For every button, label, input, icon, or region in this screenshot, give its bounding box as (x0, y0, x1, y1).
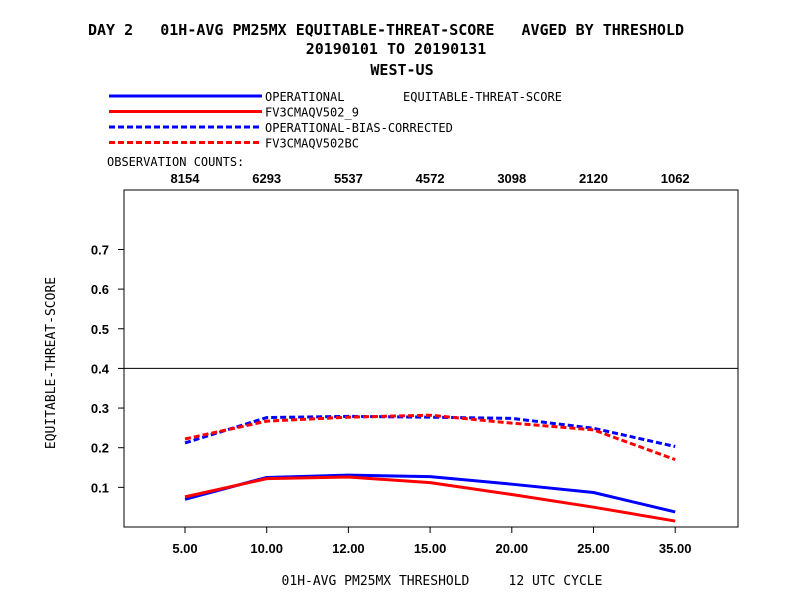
legend-label-0: OPERATIONAL (265, 90, 344, 104)
obs-count: 1062 (661, 171, 690, 186)
obs-count: 5537 (334, 171, 363, 186)
obs-count: 8154 (171, 171, 201, 186)
x-axis-label: 01H-AVG PM25MX THRESHOLD 12 UTC CYCLE (282, 574, 603, 589)
series-line-3 (184, 413, 676, 462)
y-tick-label: 0.1 (91, 480, 109, 495)
y-tick-label: 0.4 (91, 361, 110, 376)
series-group (184, 413, 676, 523)
y-tick-label: 0.7 (91, 242, 109, 257)
obs-counts: 8154 6293 5537 4572 3098 2120 1062 (171, 171, 690, 186)
legend-label-3: FV3CMAQV502BC (265, 137, 359, 151)
x-tick-label: 10.00 (250, 541, 283, 556)
obs-count: 4572 (416, 171, 445, 186)
x-tick-label: 20.00 (496, 541, 529, 556)
y-tick-label: 0.2 (91, 441, 109, 456)
obs-count: 2120 (579, 171, 608, 186)
x-tick-label: 15.00 (414, 541, 447, 556)
x-axis: 5.00 10.00 12.00 15.00 20.00 25.00 35.00 (172, 527, 691, 556)
obs-count: 3098 (497, 171, 526, 186)
series-line-2 (184, 414, 676, 448)
legend-label-2: OPERATIONAL-BIAS-CORRECTED (265, 121, 453, 135)
y-axis-label: EQUITABLE-THREAT-SCORE (44, 277, 59, 449)
y-axis: 0.1 0.2 0.3 0.4 0.5 0.6 0.7 (91, 242, 124, 495)
plot-frame (123, 189, 739, 528)
x-tick-label: 25.00 (577, 541, 610, 556)
obs-counts-heading: OBSERVATION COUNTS: (107, 155, 244, 169)
chart-region: WEST-US (370, 61, 433, 79)
chart-title: DAY 2 01H-AVG PM25MX EQUITABLE-THREAT-SC… (88, 21, 684, 39)
y-tick-label: 0.3 (91, 401, 109, 416)
x-tick-label: 35.00 (659, 541, 692, 556)
series-line-1 (184, 475, 676, 523)
x-tick-label: 12.00 (332, 541, 365, 556)
legend-heading: EQUITABLE-THREAT-SCORE (403, 90, 562, 104)
obs-count: 6293 (252, 171, 281, 186)
y-tick-label: 0.6 (91, 282, 109, 297)
legend: OPERATIONAL FV3CMAQV502_9OPERATIONAL-BIAS… (109, 90, 453, 151)
chart-date-range: 20190101 TO 20190131 (306, 40, 487, 58)
legend-label-1: FV3CMAQV502_9 (265, 106, 359, 120)
x-tick-label: 5.00 (172, 541, 197, 556)
y-tick-label: 0.5 (91, 322, 109, 337)
